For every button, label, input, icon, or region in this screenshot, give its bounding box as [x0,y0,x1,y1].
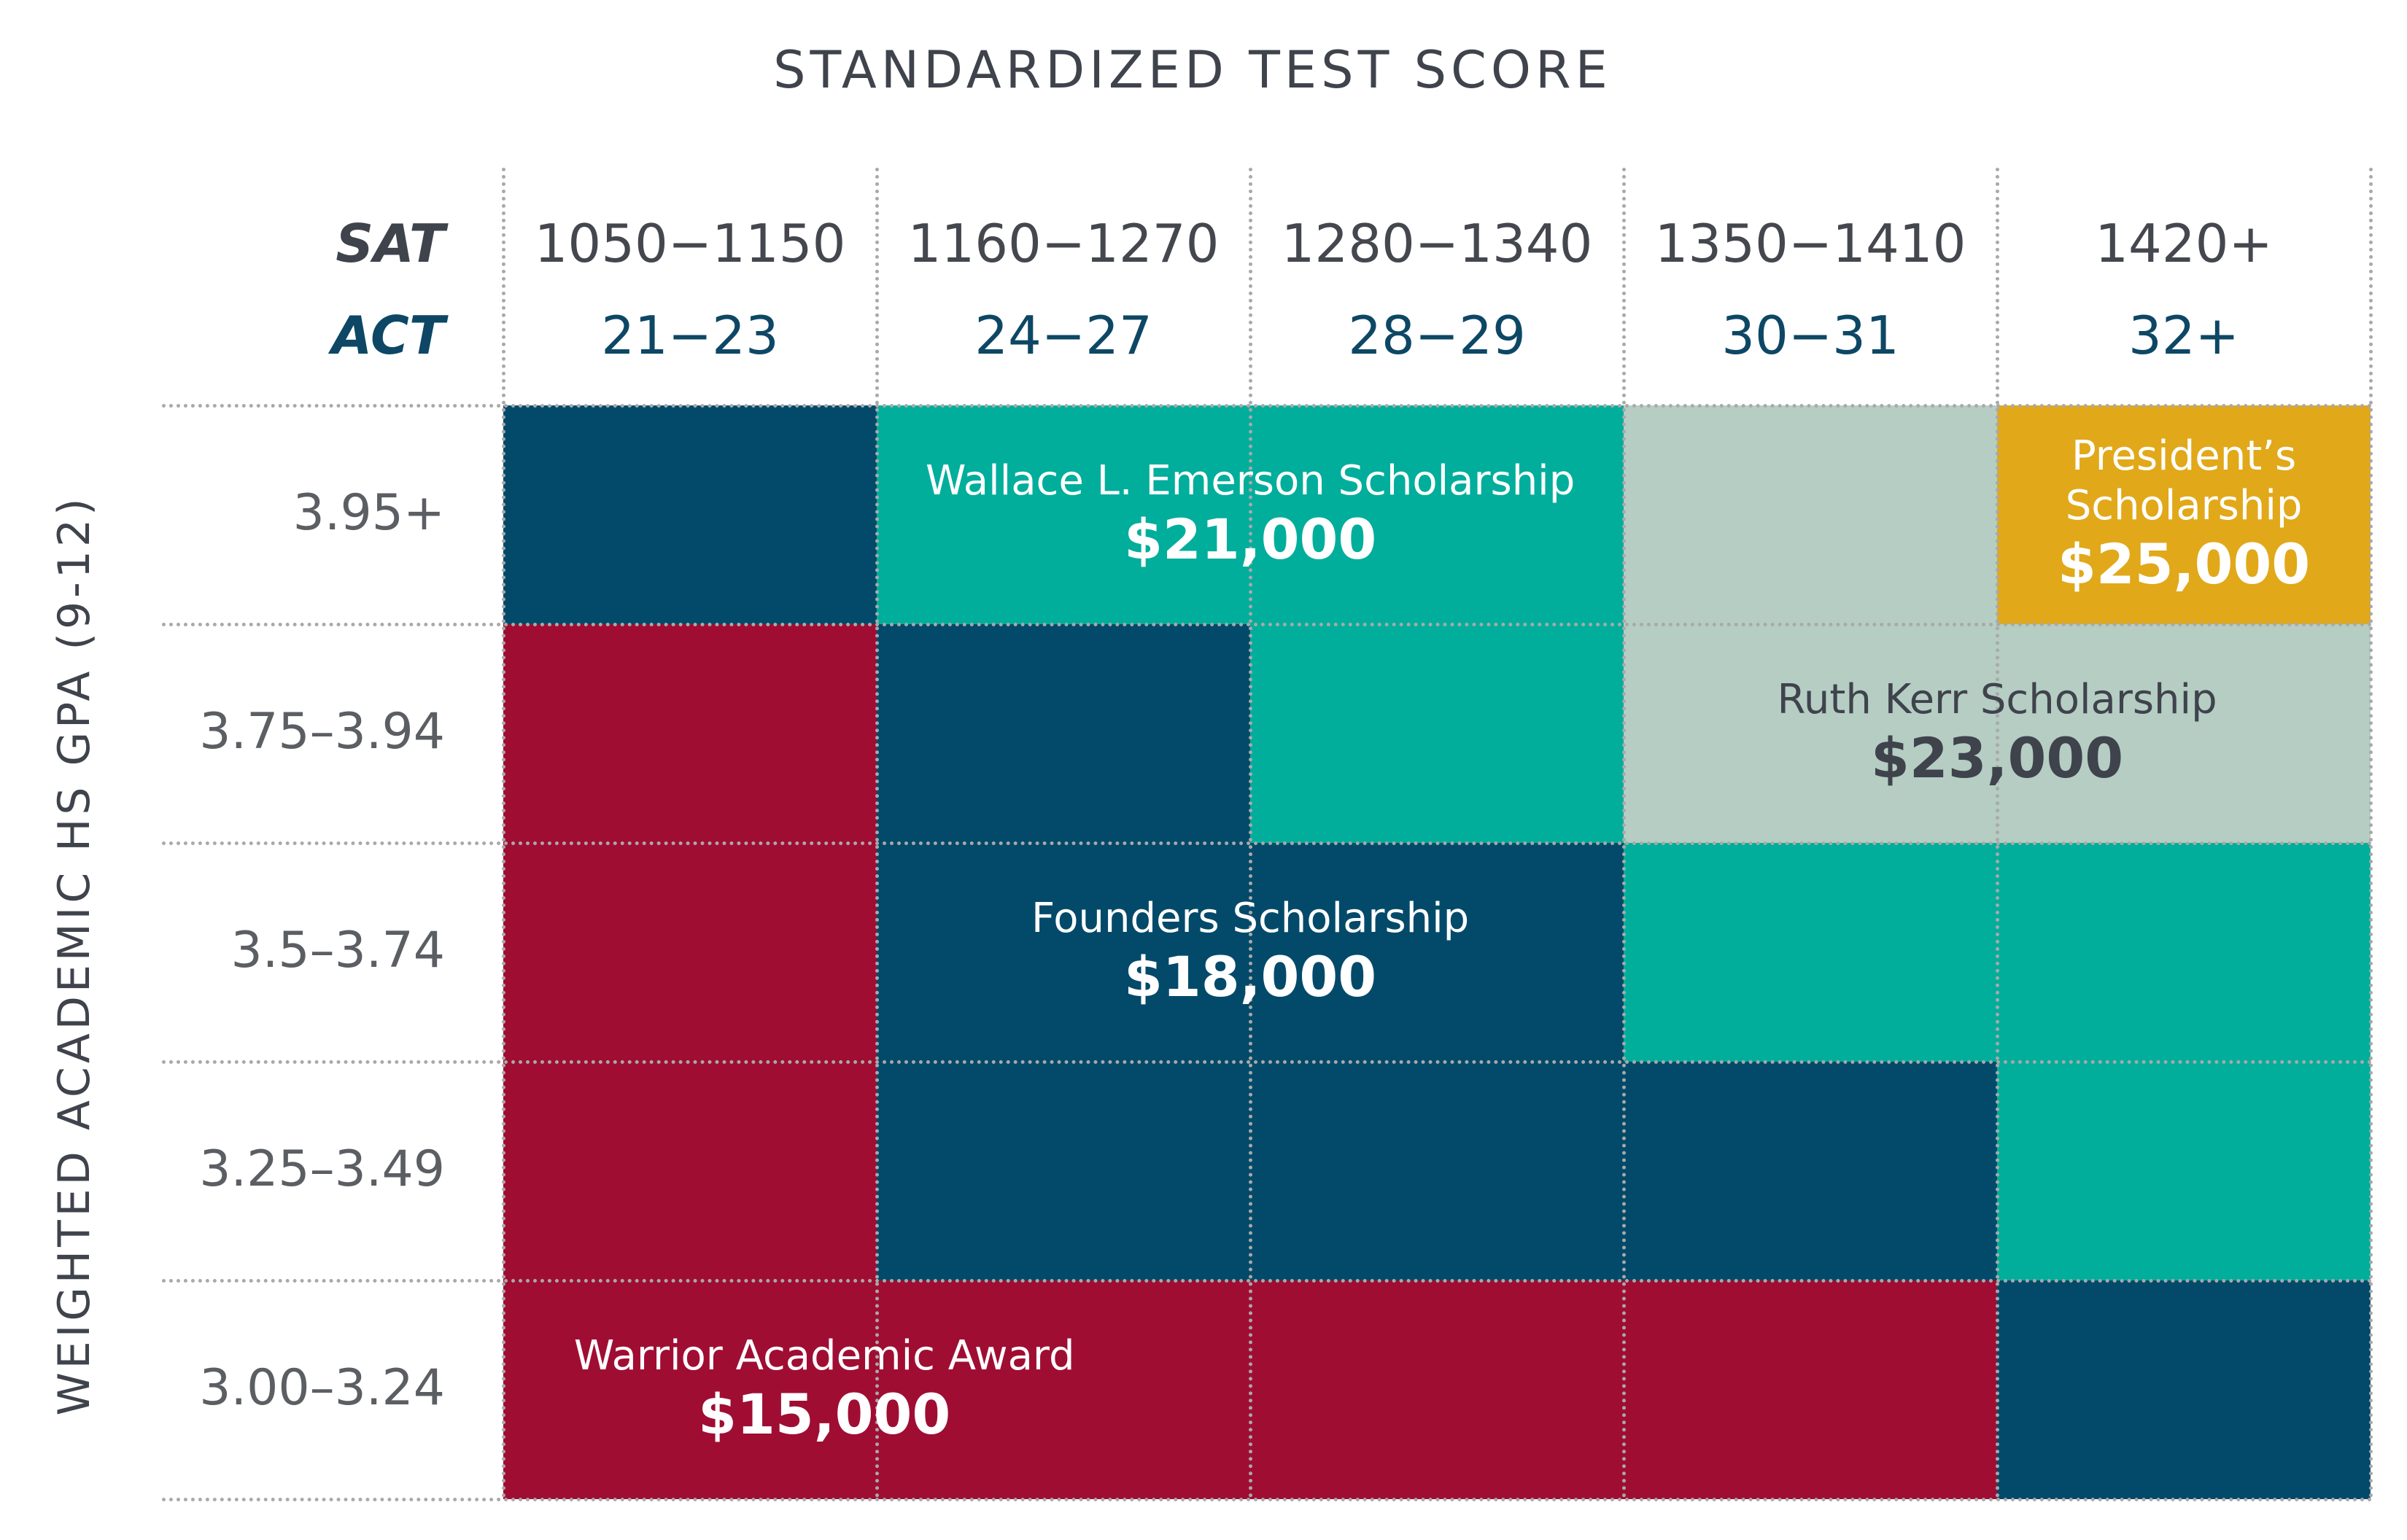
sat-tick-label: 1160−1270 [907,213,1220,274]
grid-cell-warrior [503,624,877,843]
x-axis-title: STANDARDIZED TEST SCORE [773,40,1612,100]
sat-tick-label: 1350−1410 [1654,213,1966,274]
grid-line-horizontal [162,1060,2373,1064]
award-label-president: President’s Scholarship $25,000 [2058,432,2310,598]
gpa-tick-label: 3.5–3.74 [230,922,445,979]
grid-cell-founders [503,405,877,624]
grid-cell-warrior [1624,1280,1997,1499]
grid-cell-emerson [1250,405,1624,624]
award-label-warrior: Warrior Academic Award $15,000 [574,1331,1075,1448]
grid-line-horizontal [162,623,2373,626]
grid-cell-kerr [1624,405,1997,624]
grid-line-horizontal [162,1498,2373,1501]
grid-cell-founders [877,843,1250,1062]
award-label-founders: Founders Scholarship $18,000 [1031,894,1469,1011]
award-amount: $21,000 [1124,507,1377,572]
grid-line-horizontal [162,841,2373,845]
gpa-tick-label: 3.75–3.94 [199,703,445,761]
grid-cell-founders [1624,1062,1997,1280]
grid-cell-founders [1250,843,1624,1062]
grid-line-vertical [2369,168,2373,1498]
grid-cell-warrior [503,843,877,1062]
grid-cell-warrior [503,1062,877,1280]
award-amount: $25,000 [2058,532,2311,596]
award-name: Founders Scholarship [1031,895,1470,942]
award-amount: $18,000 [1124,944,1377,1009]
award-name: Warrior Academic Award [573,1332,1075,1380]
act-tick-label: 32+ [2128,305,2239,366]
act-tick-label: 21−23 [601,305,779,366]
grid-cell-founders [877,1062,1250,1280]
grid-cell-emerson [1997,843,2371,1062]
award-label-kerr: Ruth Kerr Scholarship $23,000 [1778,675,2217,792]
y-axis-title: WEIGHTED ACADEMIC HS GPA (9-12) [49,494,100,1416]
award-name: President’s [2071,432,2297,480]
gpa-tick-label: 3.00–3.24 [199,1359,445,1417]
award-name: Ruth Kerr Scholarship [1777,676,2217,723]
gpa-tick-label: 3.95+ [292,484,445,542]
grid-line-vertical [875,168,879,1498]
sat-tick-label: 1420+ [2095,213,2273,274]
grid-line-vertical [1622,168,1626,1498]
grid-cell-warrior [1250,1280,1624,1499]
award-amount: $23,000 [1871,726,2124,790]
act-row-label: ACT [331,305,445,366]
grid-cell-emerson [877,405,1250,624]
sat-row-label: SAT [336,213,445,274]
grid-line-horizontal [162,1279,2373,1283]
grid-cell-warrior [503,1280,877,1499]
grid-cell-founders [1997,1280,2371,1499]
sat-tick-label: 1050−1150 [534,213,846,274]
act-tick-label: 30−31 [1721,305,1899,366]
award-name: Wallace L. Emerson Scholarship [926,457,1575,505]
grid-cell-founders [1250,1062,1624,1280]
grid-cell-founders [877,624,1250,843]
act-tick-label: 28−29 [1348,305,1526,366]
grid-cell-emerson [1250,624,1624,843]
grid-line-vertical [502,168,505,1498]
grid-cell-warrior [877,1280,1250,1499]
grid-cell-kerr [1624,624,1997,843]
sat-tick-label: 1280−1340 [1281,213,1593,274]
grid-cell-emerson [1997,1062,2371,1280]
grid-cell-kerr [1997,624,2371,843]
gpa-tick-label: 3.25–3.49 [199,1140,445,1198]
act-tick-label: 24−27 [974,305,1152,366]
award-name: Scholarship [2065,482,2303,529]
award-label-emerson: Wallace L. Emerson Scholarship $21,000 [926,456,1575,573]
grid-cell-president [1997,405,2371,624]
grid-line-vertical [1249,168,1252,1498]
award-amount: $15,000 [698,1382,951,1447]
grid-line-vertical [1996,168,1999,1498]
grid-cell-emerson [1624,843,1997,1062]
grid-line-horizontal [162,404,2373,408]
